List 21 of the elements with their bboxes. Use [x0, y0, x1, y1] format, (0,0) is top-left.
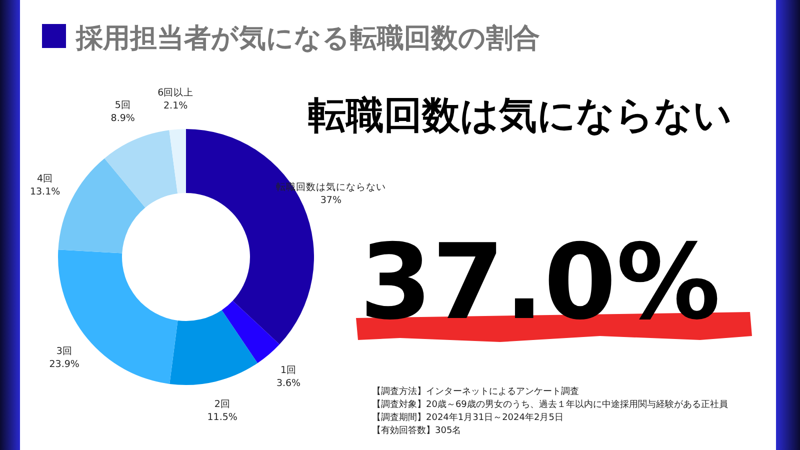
- chart-title: 採用担当者が気になる転職回数の割合: [75, 23, 540, 54]
- data-label: 11.5%: [207, 412, 238, 423]
- slice-label: 5回: [114, 100, 131, 112]
- text: 【調査期間】2024年1月31日～2024年2月5日: [372, 412, 564, 423]
- slice-label: 転職回数は気にならない: [276, 181, 386, 194]
- slice-label: 1回: [280, 365, 297, 376]
- text: 【調査方法】インターネットによるアンケート調査: [372, 386, 579, 397]
- data-label: 23.9%: [49, 358, 80, 370]
- data-label: 3.6%: [276, 378, 301, 390]
- data-label: 8.9%: [110, 113, 135, 124]
- text: 【有効回答数】305名: [372, 425, 462, 436]
- slice-label: 6回以上: [158, 86, 194, 98]
- slice-label: 3回: [56, 346, 72, 357]
- data-label: 13.1%: [30, 186, 60, 198]
- text: 【調査対象】20歳～69歳の男女のうち、過去１年以内に中途採用関与経験がある正社員: [372, 399, 728, 410]
- slice-label: 4回: [37, 174, 54, 185]
- text: 転職回数は気にならない: [308, 93, 732, 137]
- text: 37.0%: [360, 221, 720, 343]
- slice-label: 2回: [214, 398, 230, 410]
- data-label: 2.1%: [164, 100, 188, 112]
- data-label: 37%: [320, 195, 342, 206]
